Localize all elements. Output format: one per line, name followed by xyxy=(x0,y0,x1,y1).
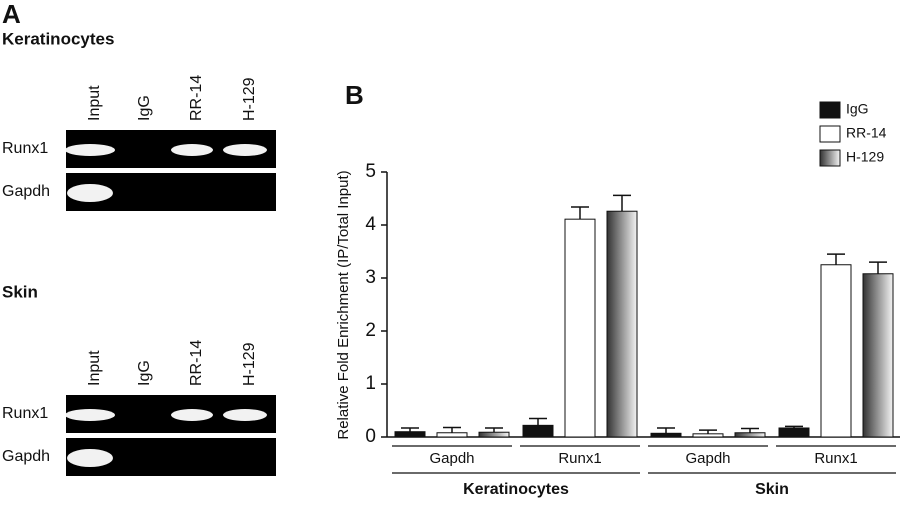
legend-label: RR-14 xyxy=(846,125,887,141)
error-bar xyxy=(657,427,675,434)
lane-label: H-129 xyxy=(241,77,258,121)
legend-label: IgG xyxy=(846,101,869,117)
error-bar xyxy=(401,427,419,432)
lane-label: Input xyxy=(86,85,103,121)
error-bar xyxy=(571,206,589,220)
row-label: Gapdh xyxy=(2,448,50,465)
bar xyxy=(692,433,724,438)
y-tick-label: 1 xyxy=(365,373,376,394)
x-tick-label: Runx1 xyxy=(814,450,857,467)
row-label: Runx1 xyxy=(2,405,48,422)
bar xyxy=(862,273,894,438)
panel-label: B xyxy=(345,80,364,110)
legend-swatch xyxy=(819,125,841,143)
lane-label: IgG xyxy=(136,360,153,386)
band xyxy=(223,144,267,156)
error-bar xyxy=(827,253,845,265)
y-tick-label: 3 xyxy=(365,267,376,288)
x-tick-label: Gapdh xyxy=(429,450,474,467)
group-label: Keratinocytes xyxy=(463,481,569,498)
group-label: Skin xyxy=(755,481,789,498)
bar xyxy=(778,427,810,438)
lane-label: RR-14 xyxy=(188,75,205,121)
error-bar xyxy=(529,417,547,426)
error-bar xyxy=(869,261,887,274)
bar xyxy=(650,432,682,438)
error-bar xyxy=(699,429,717,434)
band xyxy=(223,409,267,421)
bar xyxy=(394,431,426,438)
legend-swatch xyxy=(819,149,841,167)
row-label: Gapdh xyxy=(2,183,50,200)
y-tick-label: 0 xyxy=(365,426,376,447)
blot-title: Skin xyxy=(2,282,38,301)
lane-label: H-129 xyxy=(241,342,258,386)
error-bar xyxy=(741,427,759,433)
panel-label: A xyxy=(2,0,21,29)
blot-title: Keratinocytes xyxy=(2,29,114,48)
bar xyxy=(820,264,852,438)
y-tick-label: 4 xyxy=(365,214,376,235)
lane-label: IgG xyxy=(136,95,153,121)
bar xyxy=(564,218,596,438)
y-axis-label: Relative Fold Enrichment (IP/Total Input… xyxy=(335,170,352,439)
row-label: Runx1 xyxy=(2,140,48,157)
band xyxy=(65,409,115,421)
band xyxy=(67,184,113,202)
legend-swatch xyxy=(819,101,841,119)
x-tick-label: Runx1 xyxy=(558,450,601,467)
x-tick-label: Gapdh xyxy=(685,450,730,467)
error-bar xyxy=(443,426,461,433)
band xyxy=(67,449,113,467)
legend-label: H-129 xyxy=(846,149,884,165)
band xyxy=(65,144,115,156)
bar xyxy=(734,432,766,438)
band xyxy=(171,409,213,421)
y-tick-label: 2 xyxy=(365,320,376,341)
lane-label: Input xyxy=(86,350,103,386)
bar xyxy=(522,424,554,438)
lane-label: RR-14 xyxy=(188,340,205,386)
bar xyxy=(478,431,510,438)
bar xyxy=(436,432,468,438)
error-bar xyxy=(613,194,631,212)
y-tick-label: 5 xyxy=(365,161,376,182)
bar xyxy=(606,210,638,438)
error-bar xyxy=(785,425,803,428)
band xyxy=(171,144,213,156)
error-bar xyxy=(485,427,503,433)
